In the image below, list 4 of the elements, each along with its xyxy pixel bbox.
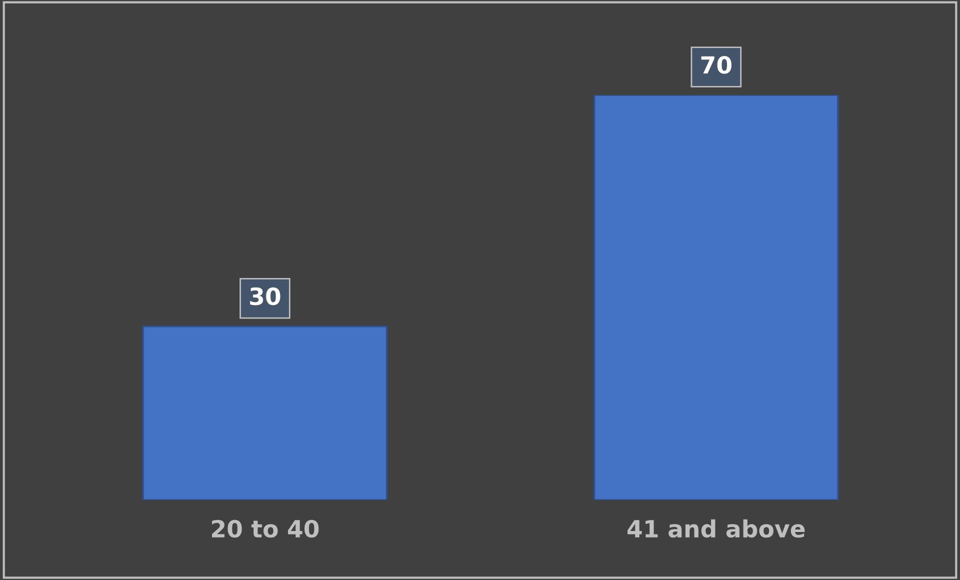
data-label: 70 [701,56,732,74]
x-tick-label: 41 and above [628,519,805,538]
data-label: 30 [250,287,280,306]
x-tick-label: 20 to 40 [212,520,319,538]
